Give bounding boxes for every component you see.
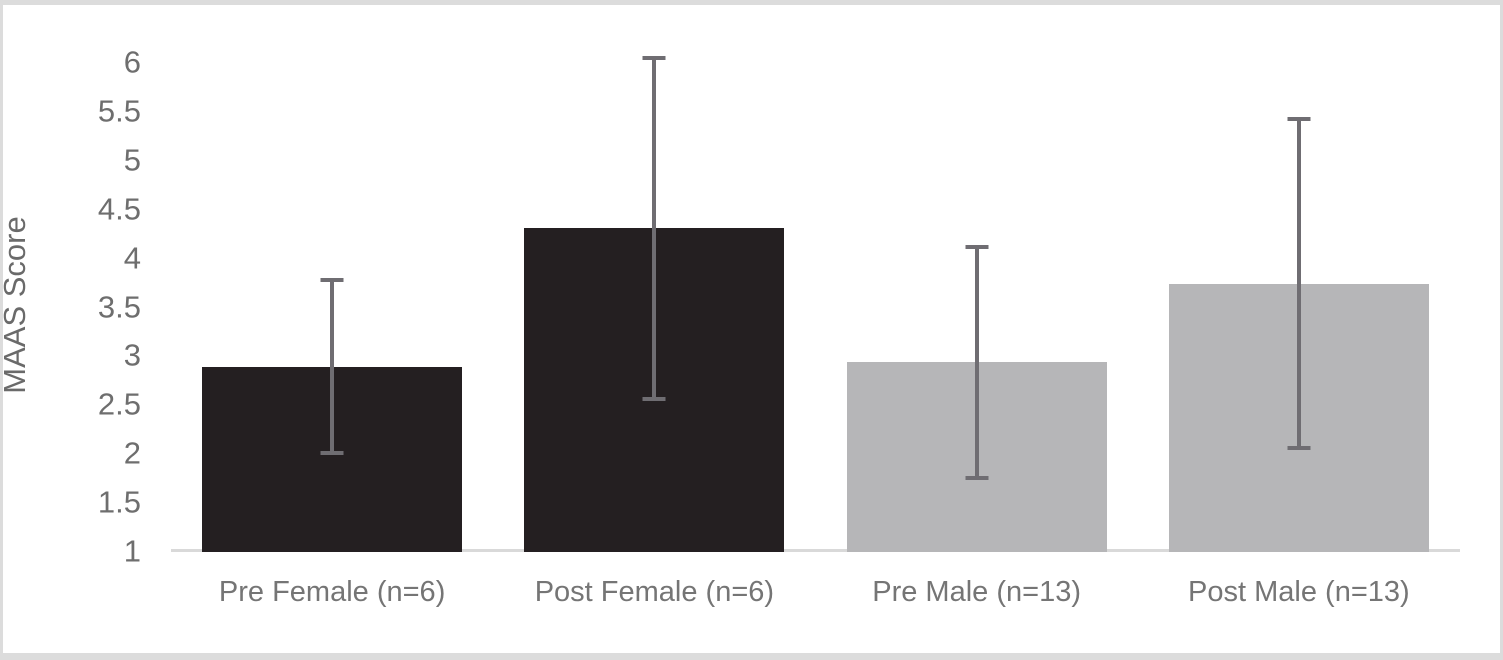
x-axis-line bbox=[171, 549, 1460, 552]
x-category-label: Post Male (n=13) bbox=[1188, 576, 1410, 608]
y-tick-label: 5.5 bbox=[97, 93, 141, 129]
y-tick-label: 4 bbox=[123, 240, 141, 276]
error-bar-bottom-cap bbox=[642, 397, 666, 402]
y-tick-label: 5 bbox=[123, 142, 141, 178]
y-tick-label: 3 bbox=[123, 337, 141, 373]
y-tick-label: 2 bbox=[123, 435, 141, 471]
y-axis-title-text: MAAS Score bbox=[0, 216, 32, 394]
x-category-label: Pre Male (n=13) bbox=[872, 576, 1081, 608]
y-tick-label: 1 bbox=[123, 533, 141, 569]
error-bar-bottom-cap bbox=[320, 451, 344, 456]
y-tick-label: 6 bbox=[123, 44, 141, 80]
y-tick-label: 3.5 bbox=[97, 289, 141, 324]
error-bar-line bbox=[1296, 118, 1301, 449]
y-tick-label: 1.5 bbox=[97, 484, 141, 520]
error-bar-line bbox=[974, 246, 979, 478]
x-category-label: Pre Female (n=6) bbox=[218, 576, 446, 608]
error-bar-top-cap bbox=[1287, 116, 1311, 121]
error-bar-bottom-cap bbox=[965, 475, 989, 480]
error-bar-line bbox=[652, 58, 657, 400]
error-bar-line bbox=[330, 280, 335, 454]
maas-score-bar-chart: MAAS Score 6 5.5 5 4.5 4 3.5 3 2.5 2 1.5 1 Pre Fem… bbox=[3, 5, 1500, 653]
y-tick-label: 2.5 bbox=[97, 386, 141, 422]
error-bar-top-cap bbox=[965, 244, 989, 249]
y-tick-label: 4.5 bbox=[97, 191, 141, 227]
error-bar-top-cap bbox=[320, 278, 344, 283]
x-category-label: Post Female (n=6) bbox=[534, 576, 775, 608]
error-bar-bottom-cap bbox=[1287, 446, 1311, 451]
error-bar-top-cap bbox=[642, 56, 666, 61]
